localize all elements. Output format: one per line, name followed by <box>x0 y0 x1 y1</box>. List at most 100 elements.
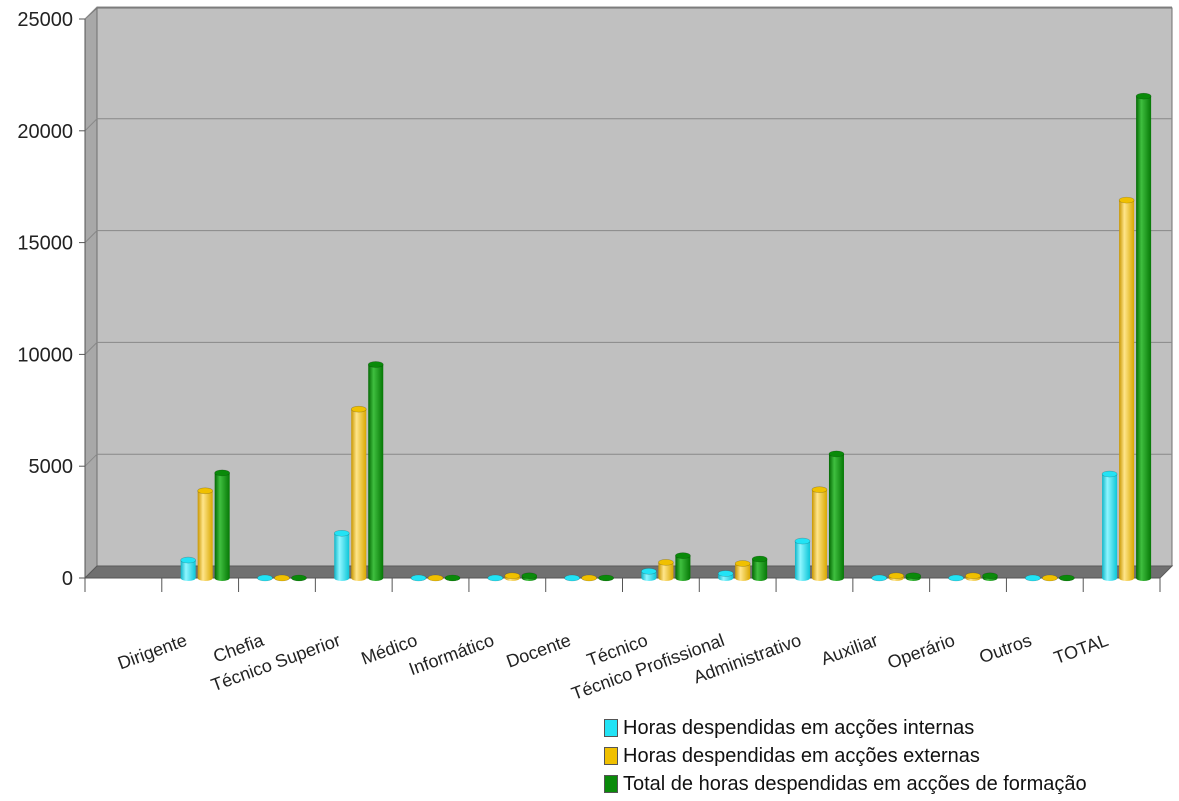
bar-cap <box>291 574 307 582</box>
bar <box>410 574 427 582</box>
y-tick-label: 15000 <box>17 233 73 255</box>
bar-base <box>811 575 827 581</box>
legend-label-internal: Horas despendidas em acções internas <box>623 716 975 739</box>
legend-swatch-total <box>604 775 618 793</box>
bar-base <box>368 575 384 581</box>
bar-cap <box>1135 92 1152 100</box>
x-tick-label: Informático <box>406 630 497 679</box>
bar-cap <box>367 361 384 368</box>
bar-cap <box>794 537 811 545</box>
bar-cap <box>197 487 213 495</box>
bar-cap <box>1042 574 1058 582</box>
bar-cap <box>581 574 597 582</box>
bar <box>291 574 307 582</box>
bar <box>1135 92 1152 581</box>
y-tick-label: 25000 <box>17 9 73 31</box>
bar-cap <box>751 555 768 563</box>
bar-cap <box>811 486 828 493</box>
bar-base <box>180 575 196 581</box>
bar <box>350 405 367 581</box>
plot-back-wall <box>96 7 1173 567</box>
bar <box>274 574 290 582</box>
bar <box>641 567 657 581</box>
x-tick-label: TOTAL <box>1051 630 1111 668</box>
bar-cap <box>350 405 367 413</box>
bar-base <box>735 575 751 581</box>
bar-cap <box>871 574 888 582</box>
bar-cap <box>675 552 691 559</box>
bar-base <box>752 575 768 581</box>
legend: Horas despendidas em acções internas Hor… <box>604 714 1087 798</box>
bar <box>751 555 768 581</box>
bar-cap <box>828 450 845 458</box>
bar-base <box>1136 575 1152 581</box>
bar-body <box>752 558 768 578</box>
bar-body <box>180 560 196 578</box>
bar <box>982 572 998 581</box>
bar <box>828 450 845 581</box>
legend-label-total: Total de horas despendidas em acções de … <box>623 772 1087 795</box>
bar-base <box>658 575 674 581</box>
x-tick-label: Dirigente <box>115 630 190 673</box>
bar-body <box>351 409 367 578</box>
bar-body <box>735 563 751 578</box>
bar-cap <box>717 570 734 577</box>
bar-base <box>675 575 691 581</box>
bar-cap <box>504 572 521 580</box>
bar <box>214 469 230 581</box>
bar-body <box>1102 474 1118 578</box>
gridline <box>84 453 1172 467</box>
bar-cap <box>444 574 461 582</box>
bar-cap <box>1118 196 1135 204</box>
bar-base <box>641 575 657 581</box>
bar <box>811 486 828 581</box>
bar <box>658 559 674 581</box>
bar <box>367 361 384 581</box>
bar <box>1059 574 1075 582</box>
bar <box>180 556 196 581</box>
legend-item-external: Horas despendidas em acções externas <box>604 742 1087 770</box>
bar-cap <box>1025 574 1041 582</box>
bar <box>1118 196 1135 581</box>
bar-cap <box>427 574 444 582</box>
bar-body <box>675 555 691 578</box>
bar <box>1042 574 1058 582</box>
gridline <box>84 6 1172 20</box>
bar-cap <box>257 574 273 582</box>
bar-cap <box>521 572 538 580</box>
bar-base <box>828 575 844 581</box>
bar-cap <box>274 574 290 582</box>
bar-cap <box>641 567 657 575</box>
bar <box>888 572 905 581</box>
y-tick-label: 20000 <box>17 121 73 143</box>
y-tick-label: 0 <box>62 568 73 590</box>
bar <box>948 574 964 582</box>
bar-cap <box>658 559 674 566</box>
bar-cap <box>180 556 196 564</box>
bar-body <box>1136 96 1152 578</box>
bar-base <box>351 575 367 581</box>
bar <box>1101 470 1118 581</box>
bar <box>521 572 538 581</box>
bar-cap <box>1059 574 1075 582</box>
legend-item-internal: Horas despendidas em acções internas <box>604 714 1087 742</box>
bar-base <box>718 575 734 581</box>
bar <box>675 552 691 581</box>
bar-cap <box>888 572 905 580</box>
bar <box>333 529 350 581</box>
bar-body <box>828 453 844 578</box>
bar <box>717 570 734 581</box>
bar <box>444 574 461 582</box>
bar-body <box>197 490 213 578</box>
plot-floor <box>83 565 1174 579</box>
bar-body <box>641 571 657 578</box>
bar <box>504 572 521 581</box>
bar-cap <box>734 560 751 567</box>
x-tick-label: Operário <box>885 630 958 673</box>
bar-base <box>197 575 213 581</box>
x-tick-label: Outros <box>977 630 1035 667</box>
legend-swatch-internal <box>604 719 618 737</box>
gridline <box>84 230 1172 243</box>
bar-cap <box>214 469 230 477</box>
